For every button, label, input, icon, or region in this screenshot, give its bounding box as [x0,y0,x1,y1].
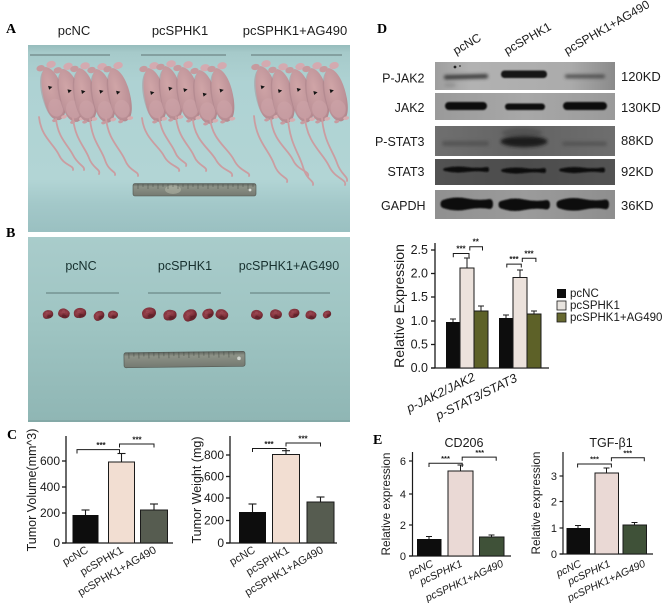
svg-text:***: *** [441,454,450,463]
svg-text:0: 0 [551,549,557,561]
svg-text:Relative expression: Relative expression [379,453,393,556]
svg-text:pcSPHK1: pcSPHK1 [152,23,208,38]
svg-text:pcSPHK1+AG490: pcSPHK1+AG490 [562,0,653,58]
svg-text:***: *** [96,441,106,450]
svg-text:3: 3 [551,471,557,483]
svg-text:STAT3: STAT3 [387,165,424,179]
svg-text:pcNC: pcNC [65,259,96,273]
svg-text:400: 400 [40,480,60,494]
svg-text:2: 2 [400,520,406,532]
svg-text:800: 800 [204,448,224,462]
svg-text:2.0: 2.0 [411,267,428,281]
svg-text:36KD: 36KD [621,198,654,213]
svg-text:A: A [6,22,17,37]
svg-text:400: 400 [204,491,224,505]
svg-text:***: *** [264,440,274,449]
svg-text:pcSPHK1+AG490: pcSPHK1+AG490 [243,23,347,38]
svg-text:0.5: 0.5 [411,338,428,352]
svg-text:Relative expression: Relative expression [529,452,543,555]
svg-text:***: *** [524,249,534,258]
svg-text:TGF-β1: TGF-β1 [589,436,632,450]
svg-text:***: *** [590,454,599,463]
svg-text:***: *** [298,435,308,444]
svg-text:***: *** [623,449,632,458]
svg-text:0: 0 [400,551,406,563]
svg-text:***: *** [509,255,519,264]
svg-text:2.5: 2.5 [411,243,428,257]
svg-text:D: D [377,22,387,37]
svg-text:pcNC: pcNC [451,30,484,57]
svg-text:0.0: 0.0 [411,361,428,375]
svg-text:***: *** [456,245,466,254]
svg-text:1: 1 [551,523,557,535]
svg-text:88KD: 88KD [621,133,654,148]
svg-text:pcSPHK1: pcSPHK1 [502,19,554,57]
svg-text:92KD: 92KD [621,164,654,179]
svg-text:GAPDH: GAPDH [381,199,425,213]
svg-text:0: 0 [53,536,60,550]
svg-text:**: ** [473,238,480,247]
svg-text:pcNC: pcNC [570,288,599,300]
svg-text:200: 200 [40,506,60,520]
svg-text:E: E [373,433,382,448]
svg-text:600: 600 [204,470,224,484]
svg-text:0: 0 [217,536,224,550]
svg-text:pcSPHK1+AG490: pcSPHK1+AG490 [570,312,662,324]
svg-text:pcNC: pcNC [58,23,91,38]
svg-text:pcSPHK1+AG490: pcSPHK1+AG490 [239,259,339,273]
svg-text:600: 600 [40,454,60,468]
svg-text:***: *** [475,448,484,457]
svg-text:1.0: 1.0 [411,314,428,328]
svg-text:Relative Expression: Relative Expression [391,244,407,368]
svg-text:120KD: 120KD [621,69,661,84]
svg-text:P-JAK2: P-JAK2 [382,72,424,86]
svg-text:***: *** [132,436,142,445]
svg-text:4: 4 [400,489,406,501]
svg-text:P-STAT3: P-STAT3 [375,135,425,149]
svg-text:2: 2 [551,497,557,509]
svg-text:pcSPHK1: pcSPHK1 [570,300,620,312]
svg-text:6: 6 [400,456,406,468]
svg-text:130KD: 130KD [621,100,661,115]
svg-text:Tumor Volume(mm^3): Tumor Volume(mm^3) [25,429,39,552]
svg-text:Tumor Weight (mg): Tumor Weight (mg) [190,437,204,544]
svg-text:C: C [7,428,17,443]
svg-text:1.5: 1.5 [411,290,428,304]
svg-text:B: B [6,226,15,241]
svg-text:CD206: CD206 [445,436,484,450]
svg-text:JAK2: JAK2 [395,101,425,115]
svg-text:200: 200 [204,514,224,528]
svg-text:pcSPHK1: pcSPHK1 [158,259,212,273]
